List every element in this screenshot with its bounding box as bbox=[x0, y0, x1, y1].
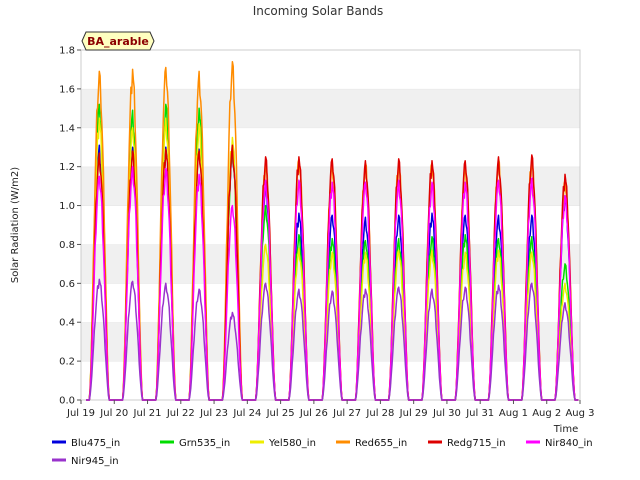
x-tick-label: Jul 24 bbox=[232, 408, 261, 419]
y-tick-label: 0.4 bbox=[59, 318, 75, 329]
x-tick-label: Jul 19 bbox=[66, 408, 95, 419]
y-tick-label: 1.8 bbox=[59, 46, 75, 57]
legend-label: Blu475_in bbox=[71, 438, 120, 449]
x-axis-title: Time bbox=[553, 424, 578, 435]
grid-band bbox=[81, 322, 580, 362]
x-tick-label: Jul 30 bbox=[432, 408, 461, 419]
x-tick-label: Jul 20 bbox=[99, 408, 128, 419]
x-tick-label: Jul 21 bbox=[133, 408, 162, 419]
y-tick-label: 0.2 bbox=[59, 357, 75, 368]
y-tick-label: 1.2 bbox=[59, 162, 75, 173]
x-tick-label: Jul 23 bbox=[199, 408, 228, 419]
x-tick-label: Aug 2 bbox=[532, 408, 561, 419]
y-tick-label: 0.8 bbox=[59, 240, 75, 251]
legend: Blu475_in Grn535_in Yel580_in Red655_in Redg… bbox=[52, 438, 593, 467]
y-axis: 0.0 0.2 0.4 0.6 0.8 1.0 1.2 1.4 1.6 1.8 bbox=[59, 46, 81, 407]
legend-label: Redg715_in bbox=[447, 438, 506, 449]
legend-label: Nir945_in bbox=[71, 456, 119, 467]
legend-label: Red655_in bbox=[355, 438, 407, 449]
legend-label: Yel580_in bbox=[268, 438, 316, 449]
y-tick-label: 1.0 bbox=[59, 201, 75, 212]
series-line-Nir945_in bbox=[86, 278, 579, 401]
series-layer bbox=[86, 60, 579, 401]
y-tick-label: 0.6 bbox=[59, 279, 75, 290]
y-tick-label: 1.4 bbox=[59, 123, 75, 134]
series-line-Redg715_in bbox=[86, 144, 579, 401]
y-tick-label: 0.0 bbox=[59, 396, 75, 407]
x-tick-label: Aug 1 bbox=[499, 408, 528, 419]
series-line-Nir840_in bbox=[86, 165, 579, 401]
x-axis: Jul 19 Jul 20 Jul 21 Jul 22 Jul 23 Jul 24 Jul … bbox=[66, 400, 595, 419]
x-tick-label: Jul 28 bbox=[365, 408, 394, 419]
x-tick-label: Jul 25 bbox=[266, 408, 295, 419]
legend-label: Grn535_in bbox=[179, 438, 230, 449]
site-label-box: BA_arable bbox=[81, 31, 155, 51]
series-line-Grn535_in bbox=[86, 103, 579, 401]
x-tick-label: Jul 27 bbox=[332, 408, 361, 419]
grid-band bbox=[81, 127, 580, 167]
grid-band bbox=[81, 361, 580, 400]
site-label: BA_arable bbox=[87, 35, 149, 48]
plot-frame bbox=[80, 49, 581, 401]
grid-band bbox=[81, 50, 580, 89]
y-tick-label: 1.6 bbox=[59, 84, 75, 95]
y-axis-title: Solar Radiation (W/m2) bbox=[10, 167, 21, 283]
x-tick-label: Jul 31 bbox=[465, 408, 494, 419]
x-tick-label: Jul 22 bbox=[166, 408, 195, 419]
grid-band bbox=[81, 88, 580, 128]
x-tick-label: Aug 3 bbox=[565, 408, 594, 419]
series-line-Yel580_in bbox=[86, 117, 579, 401]
x-tick-label: Jul 29 bbox=[399, 408, 428, 419]
x-tick-label: Jul 26 bbox=[299, 408, 328, 419]
chart-title: Incoming Solar Bands bbox=[253, 4, 384, 18]
legend-label: Nir840_in bbox=[545, 438, 593, 449]
